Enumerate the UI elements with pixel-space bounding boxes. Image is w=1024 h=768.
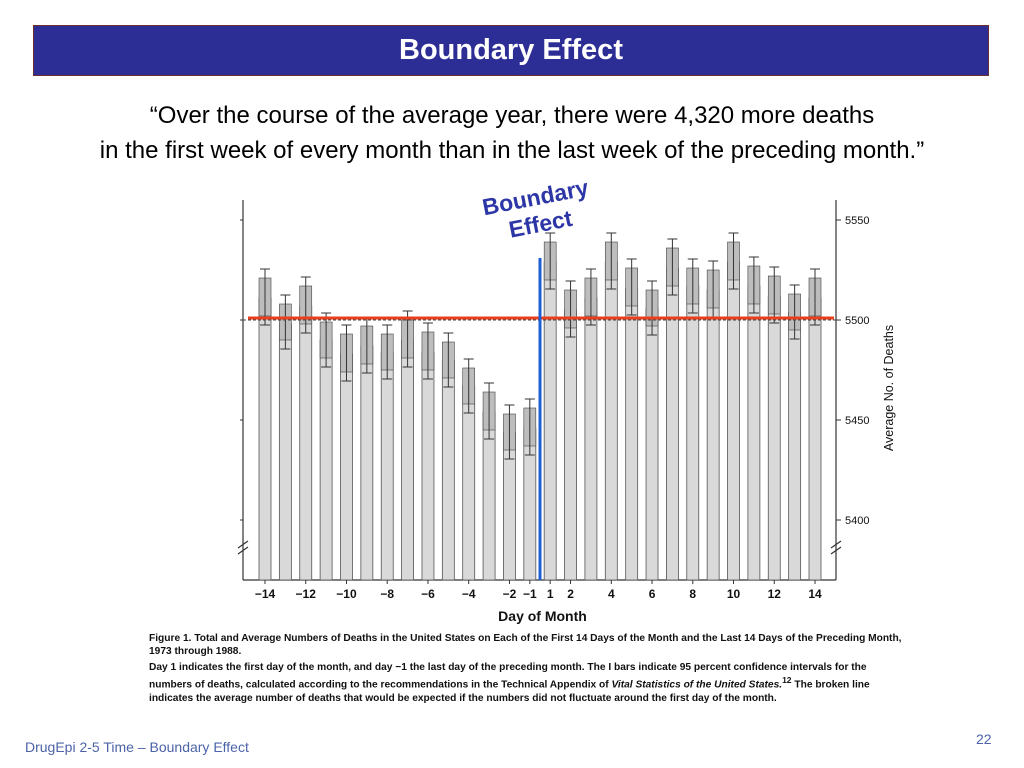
caption-line-1: Total and Average Numbers of Deaths in t… bbox=[149, 633, 902, 658]
bar-day-7 bbox=[666, 267, 679, 581]
x-tick-label-4: 4 bbox=[608, 587, 615, 601]
figure-caption: Figure 1. Total and Average Numbers of D… bbox=[149, 632, 903, 707]
bar-day-−13 bbox=[278, 323, 292, 581]
bar-day-10 bbox=[727, 261, 740, 581]
axis-break-right bbox=[830, 540, 842, 555]
x-tick-label-6: 6 bbox=[649, 587, 656, 601]
caption-paragraph-2: Day 1 indicates the first day of the mon… bbox=[149, 661, 903, 706]
slide-title: Boundary Effect bbox=[399, 34, 623, 66]
x-tick-label-−1: −1 bbox=[523, 587, 537, 601]
bar-day-−12 bbox=[299, 305, 313, 581]
bar-day-8 bbox=[686, 285, 700, 581]
x-tick-label-−8: −8 bbox=[380, 587, 394, 601]
bar-day-2 bbox=[564, 309, 577, 581]
x-tick-label-12: 12 bbox=[768, 587, 782, 601]
x-tick-label-10: 10 bbox=[727, 587, 741, 601]
x-tick-label-−12: −12 bbox=[296, 587, 317, 601]
x-axis-label: Day of Month bbox=[498, 608, 587, 624]
bar-day-5 bbox=[625, 287, 639, 581]
y-tick-label-5550: 5550 bbox=[845, 215, 869, 227]
bar-day-−11 bbox=[319, 339, 333, 581]
bar-day-9 bbox=[706, 289, 720, 581]
bar-day-12 bbox=[767, 295, 781, 581]
axis-break-left bbox=[237, 540, 249, 555]
bar-day-−5 bbox=[441, 359, 455, 581]
y-tick-label-5450: 5450 bbox=[845, 415, 869, 427]
caption-line-2b: The broken line indicates the average nu… bbox=[149, 679, 870, 705]
caption-italic-source: Vital Statistics of the United States. bbox=[611, 679, 783, 691]
y-tick-label-5400: 5400 bbox=[845, 515, 869, 527]
bar-day-11 bbox=[747, 285, 761, 581]
footer-text: DrugEpi 2-5 Time – Boundary Effect bbox=[25, 739, 249, 755]
bar-day-14 bbox=[808, 297, 822, 581]
caption-line-2a: Day 1 indicates the first day of the mon… bbox=[149, 661, 867, 691]
x-tick-label-2: 2 bbox=[567, 587, 574, 601]
bar-day-3 bbox=[584, 297, 598, 581]
x-tick-label-−10: −10 bbox=[336, 587, 357, 601]
quote-line-2: in the first week of every month than in… bbox=[99, 137, 925, 164]
caption-paragraph-1: Figure 1. Total and Average Numbers of D… bbox=[149, 632, 903, 659]
quote-line-1: “Over the course of the average year, th… bbox=[149, 102, 875, 129]
bar-day-13 bbox=[788, 311, 802, 581]
x-tick-label-−4: −4 bbox=[462, 587, 476, 601]
x-tick-label-1: 1 bbox=[547, 587, 554, 601]
bar-day-6 bbox=[645, 307, 659, 581]
title-bar: Boundary Effect bbox=[33, 25, 989, 76]
bar-day-1 bbox=[543, 261, 557, 581]
quote: “Over the course of the average year, th… bbox=[0, 98, 1024, 168]
x-tick-label-−14: −14 bbox=[255, 587, 276, 601]
bar-day-−6 bbox=[421, 351, 435, 581]
x-tick-label-−6: −6 bbox=[421, 587, 435, 601]
bar-day-4 bbox=[604, 261, 618, 581]
page-number: 22 bbox=[976, 731, 992, 747]
x-tick-label-8: 8 bbox=[689, 587, 696, 601]
bar-day-−9 bbox=[360, 345, 374, 581]
bar-day-−10 bbox=[340, 353, 353, 581]
y-axis-label: Average No. of Deaths bbox=[882, 325, 896, 451]
bar-day-−14 bbox=[258, 297, 272, 581]
x-tick-label-−2: −2 bbox=[503, 587, 517, 601]
caption-reference: 12 bbox=[782, 675, 792, 686]
bar-day-−8 bbox=[380, 351, 394, 581]
y-tick-label-5500: 5500 bbox=[845, 315, 869, 327]
bar-day-−7 bbox=[401, 339, 414, 581]
bar-day-−4 bbox=[462, 385, 476, 581]
x-tick-label-14: 14 bbox=[808, 587, 822, 601]
caption-figure-label: Figure 1. bbox=[149, 633, 192, 644]
